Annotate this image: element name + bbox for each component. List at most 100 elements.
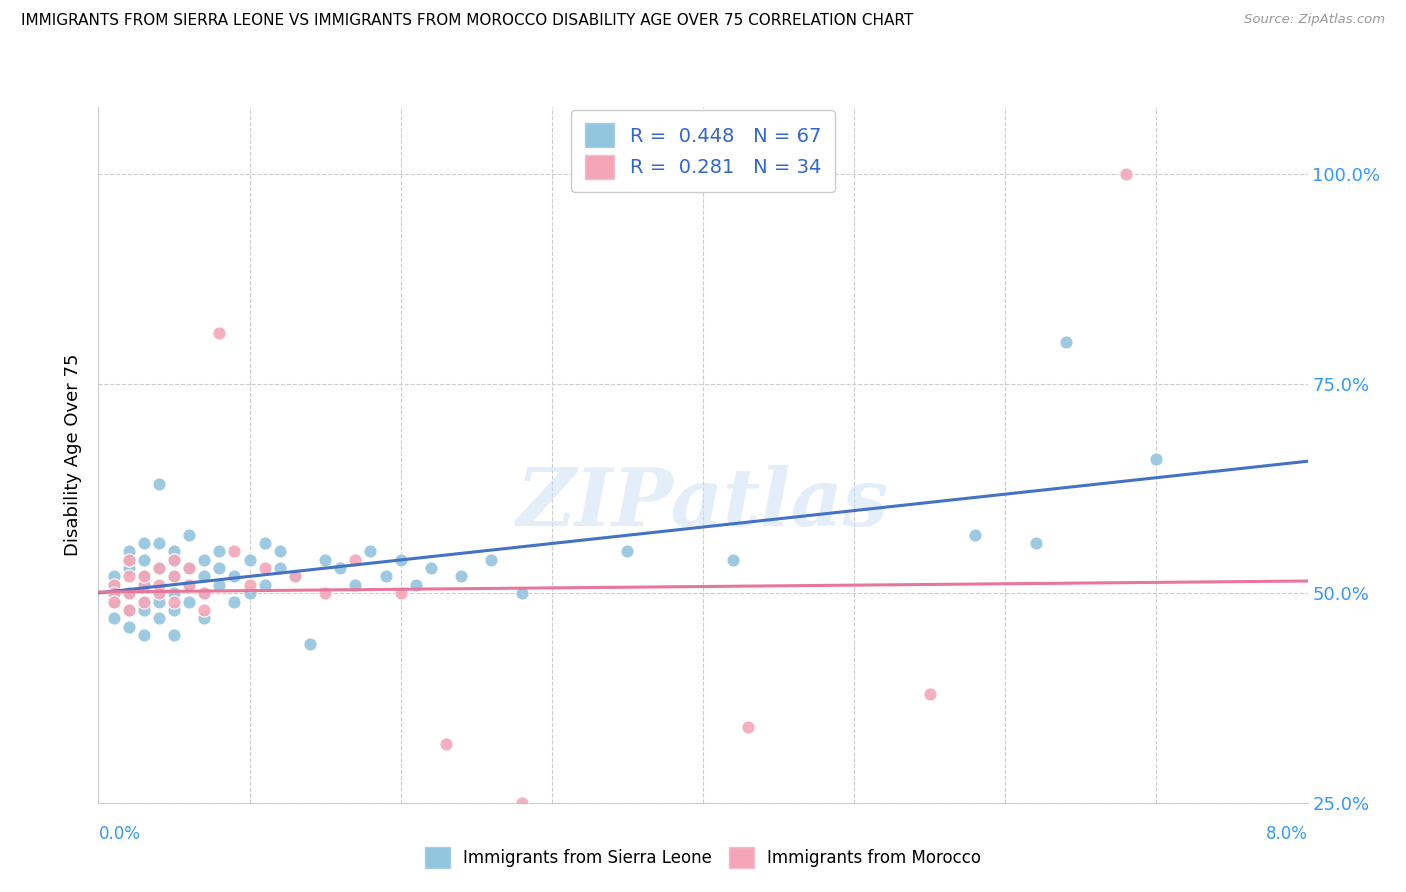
- Point: [132, 536, 155, 550]
- Legend: Immigrants from Sierra Leone, Immigrants from Morocco: Immigrants from Sierra Leone, Immigrants…: [418, 841, 988, 874]
- Point: [389, 552, 412, 566]
- Text: 0.0%: 0.0%: [98, 825, 141, 843]
- Point: [118, 620, 141, 634]
- Point: [208, 544, 231, 558]
- Point: [344, 578, 367, 592]
- Point: [193, 611, 215, 625]
- Point: [374, 569, 396, 583]
- Point: [284, 569, 307, 583]
- Point: [360, 544, 382, 558]
- Point: [103, 586, 125, 600]
- Point: [965, 527, 987, 541]
- Point: [118, 544, 141, 558]
- Point: [148, 561, 170, 575]
- Point: [118, 552, 141, 566]
- Point: [434, 737, 457, 751]
- Point: [163, 544, 186, 558]
- Point: [193, 569, 215, 583]
- Point: [163, 569, 186, 583]
- Point: [662, 838, 685, 852]
- Point: [179, 578, 201, 592]
- Point: [1146, 452, 1168, 467]
- Point: [148, 561, 170, 575]
- Point: [253, 536, 276, 550]
- Text: 8.0%: 8.0%: [1265, 825, 1308, 843]
- Point: [118, 569, 141, 583]
- Point: [918, 687, 941, 701]
- Point: [208, 578, 231, 592]
- Point: [103, 569, 125, 583]
- Point: [103, 594, 125, 608]
- Text: Source: ZipAtlas.com: Source: ZipAtlas.com: [1244, 13, 1385, 27]
- Point: [132, 594, 155, 608]
- Point: [1025, 536, 1047, 550]
- Point: [163, 586, 186, 600]
- Point: [163, 603, 186, 617]
- Point: [163, 552, 186, 566]
- Point: [405, 578, 427, 592]
- Point: [314, 552, 336, 566]
- Point: [118, 561, 141, 575]
- Point: [208, 561, 231, 575]
- Point: [510, 586, 533, 600]
- Point: [132, 552, 155, 566]
- Point: [103, 611, 125, 625]
- Point: [163, 569, 186, 583]
- Point: [132, 569, 155, 583]
- Point: [103, 578, 125, 592]
- Point: [510, 796, 533, 810]
- Point: [132, 569, 155, 583]
- Point: [148, 477, 170, 491]
- Point: [239, 552, 262, 566]
- Point: [148, 536, 170, 550]
- Point: [163, 628, 186, 642]
- Point: [344, 552, 367, 566]
- Point: [737, 720, 759, 734]
- Point: [118, 603, 141, 617]
- Point: [1054, 334, 1077, 349]
- Point: [148, 611, 170, 625]
- Point: [450, 569, 472, 583]
- Y-axis label: Disability Age Over 75: Disability Age Over 75: [65, 353, 83, 557]
- Point: [420, 561, 443, 575]
- Text: ZIPatlas: ZIPatlas: [517, 465, 889, 542]
- Point: [193, 586, 215, 600]
- Point: [284, 569, 307, 583]
- Point: [118, 586, 141, 600]
- Point: [163, 594, 186, 608]
- Point: [132, 628, 155, 642]
- Point: [723, 552, 745, 566]
- Point: [329, 561, 352, 575]
- Point: [224, 544, 246, 558]
- Point: [269, 561, 291, 575]
- Point: [179, 561, 201, 575]
- Point: [132, 594, 155, 608]
- Point: [616, 544, 638, 558]
- Point: [269, 544, 291, 558]
- Point: [239, 578, 262, 592]
- Point: [179, 594, 201, 608]
- Point: [193, 603, 215, 617]
- Point: [148, 594, 170, 608]
- Point: [132, 578, 155, 592]
- Point: [148, 586, 170, 600]
- Point: [163, 552, 186, 566]
- Point: [481, 552, 503, 566]
- Point: [132, 603, 155, 617]
- Point: [103, 594, 125, 608]
- Point: [148, 586, 170, 600]
- Text: IMMIGRANTS FROM SIERRA LEONE VS IMMIGRANTS FROM MOROCCO DISABILITY AGE OVER 75 C: IMMIGRANTS FROM SIERRA LEONE VS IMMIGRAN…: [21, 13, 914, 29]
- Point: [224, 569, 246, 583]
- Point: [299, 636, 322, 650]
- Point: [179, 561, 201, 575]
- Point: [314, 586, 336, 600]
- Point: [118, 552, 141, 566]
- Point: [179, 527, 201, 541]
- Point: [179, 578, 201, 592]
- Point: [389, 586, 412, 600]
- Point: [253, 561, 276, 575]
- Point: [253, 578, 276, 592]
- Point: [193, 552, 215, 566]
- Point: [118, 603, 141, 617]
- Point: [132, 578, 155, 592]
